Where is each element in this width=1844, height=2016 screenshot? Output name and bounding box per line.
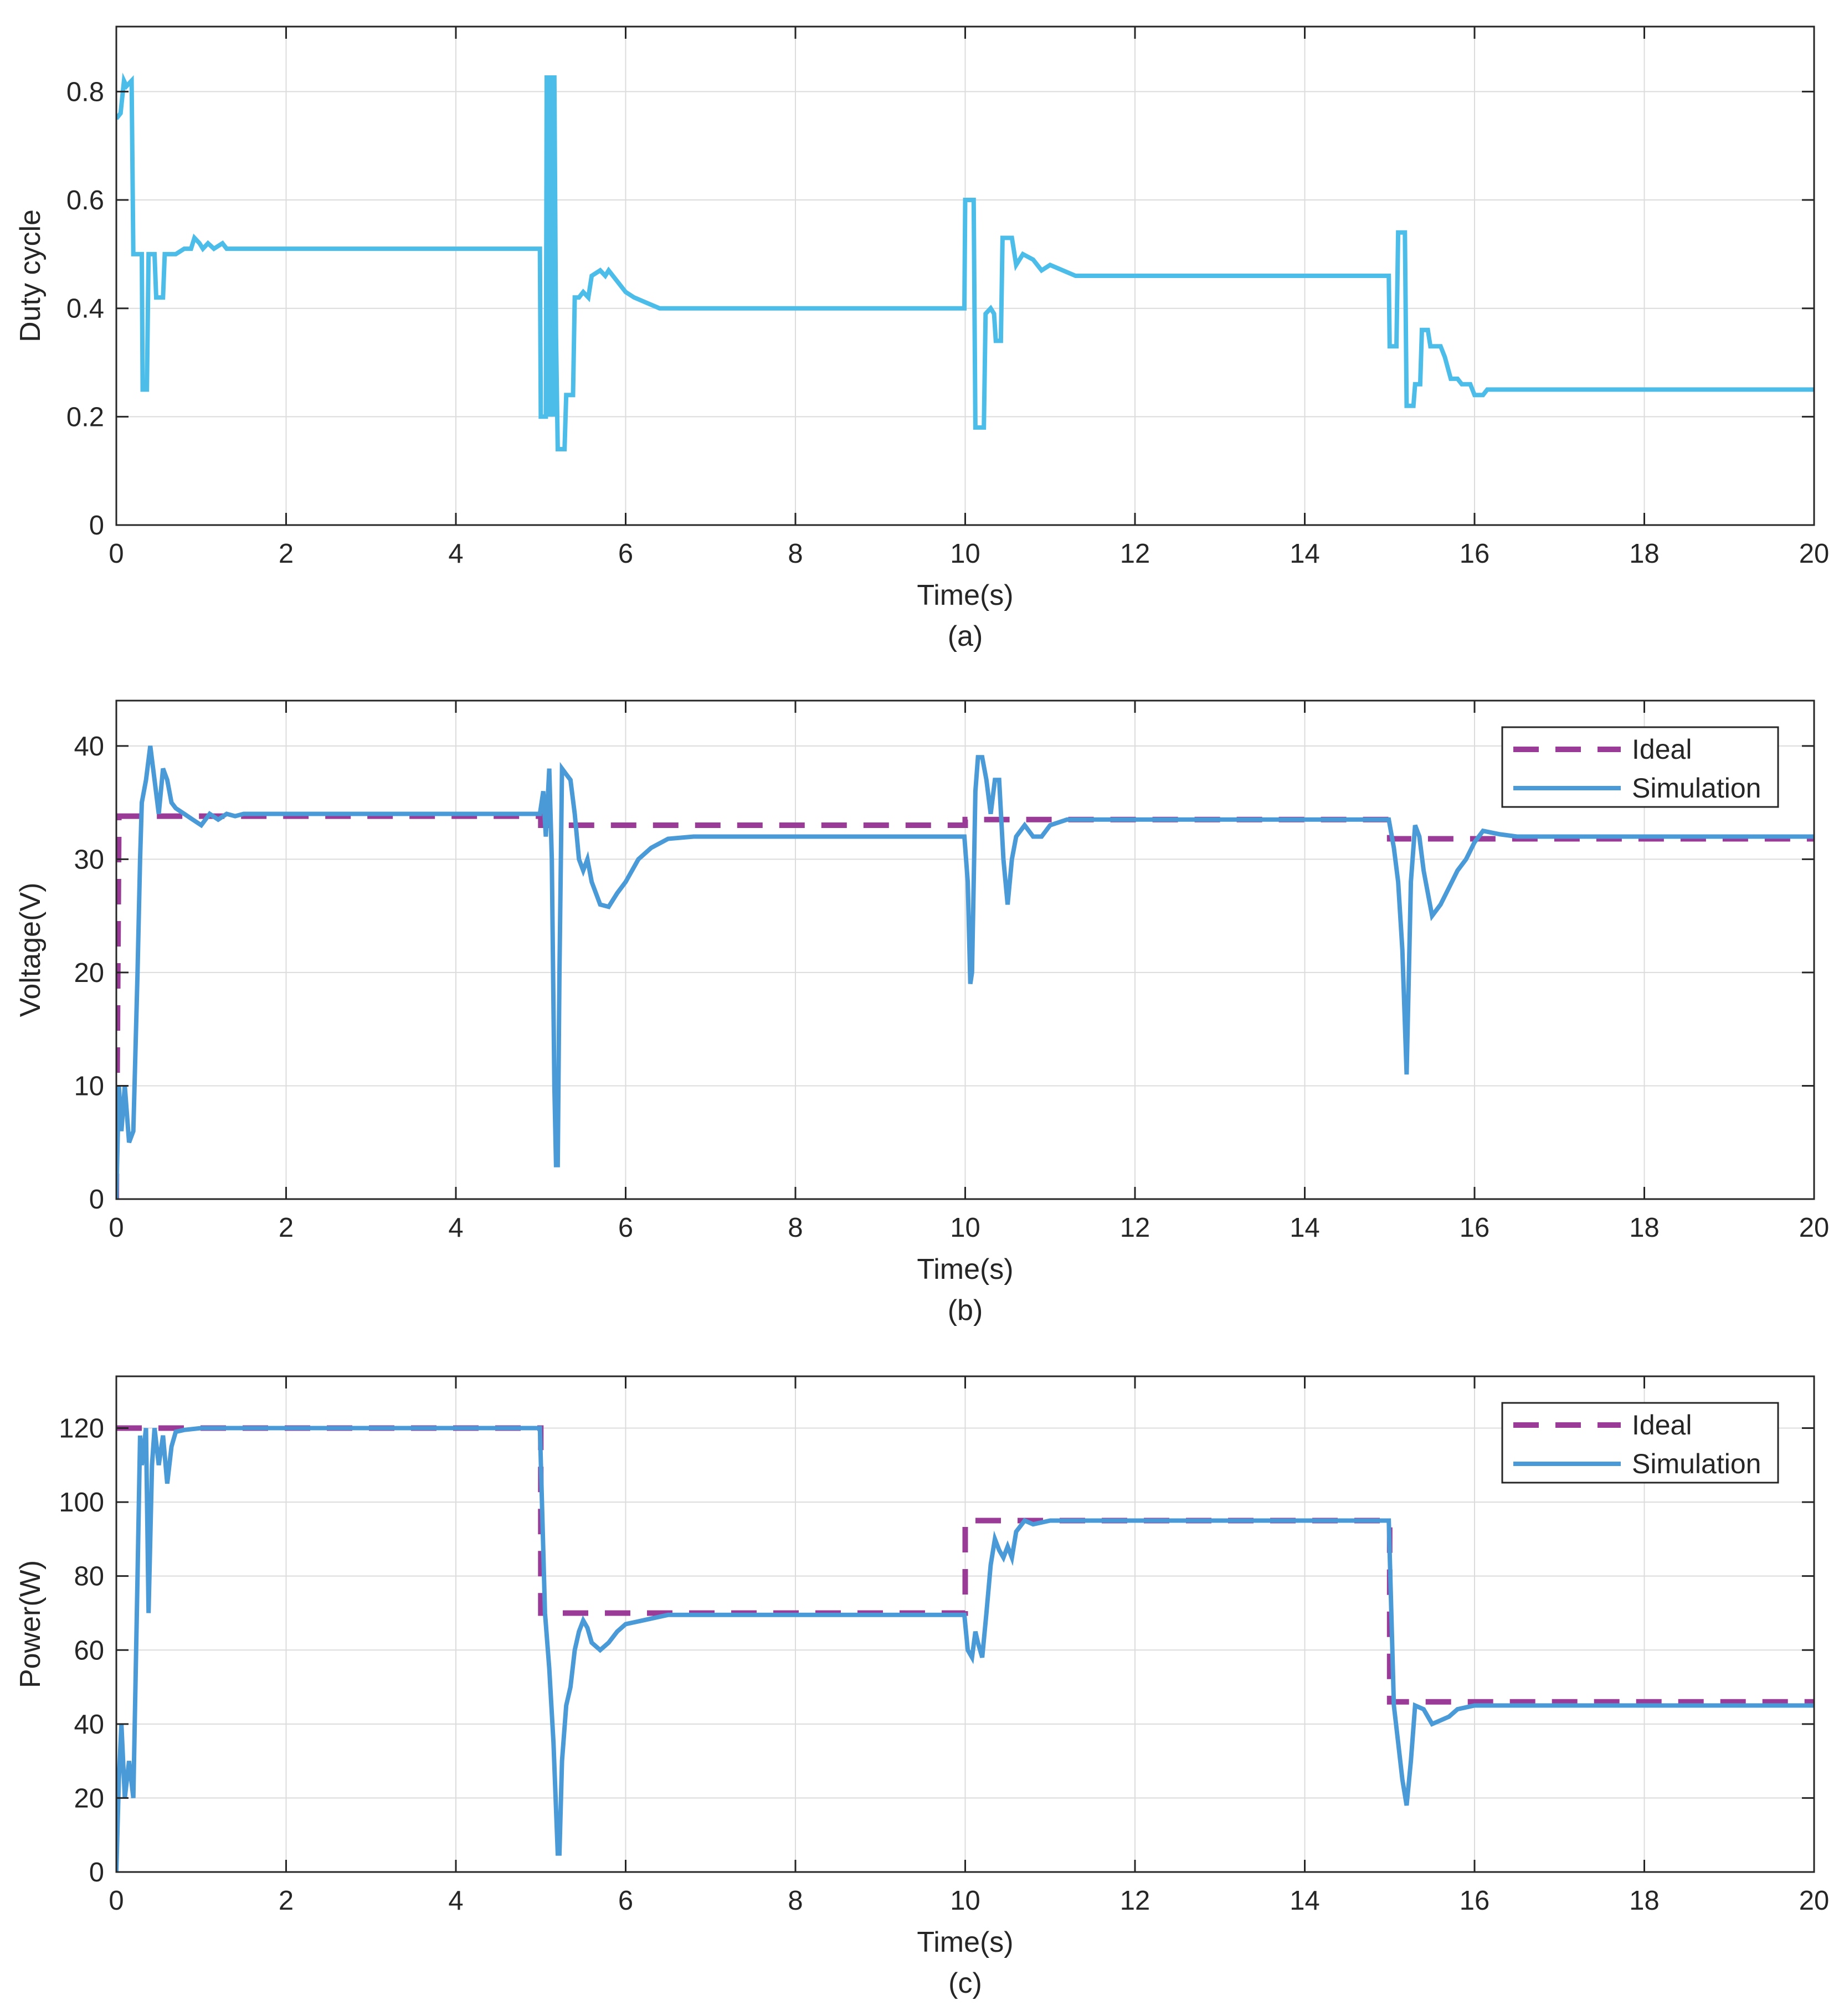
chart-panel-b: 0 2 4 6 8 10 12 14 16 18 20 0 10 20 30 40 Time(s) (b) Volt…	[14, 700, 1830, 1326]
x-tick-label: 10	[950, 539, 980, 569]
x-tick-label: 4	[448, 1213, 463, 1243]
legend-label-ideal: Ideal	[1632, 1410, 1692, 1441]
y-tick-label: 40	[74, 732, 104, 762]
x-tick-label: 16	[1460, 539, 1490, 569]
y-tick-label: 40	[74, 1710, 104, 1740]
x-tick-label: 8	[788, 1886, 803, 1916]
series-line-duty-cycle	[116, 73, 1814, 451]
y-tick-label: 60	[74, 1636, 104, 1665]
x-tick-label: 18	[1629, 1213, 1660, 1243]
x-tick-label: 14	[1290, 1886, 1320, 1916]
y-tick-label: 0	[89, 1185, 104, 1215]
x-tick-label: 8	[788, 1213, 803, 1243]
x-tick-label: 6	[618, 539, 633, 569]
y-axis-label: Duty cycle	[14, 209, 47, 342]
chart-panel-c: 0 2 4 6 8 10 12 14 16 18 20 0 20 40 60 80 100 120 Time(s) (…	[14, 1375, 1830, 1999]
x-tick-label: 12	[1120, 1213, 1150, 1243]
x-tick-label: 18	[1629, 539, 1660, 569]
y-tick-label: 0	[89, 1858, 104, 1888]
x-tick-label: 20	[1799, 1886, 1830, 1916]
y-tick-label: 20	[74, 958, 104, 988]
x-tick-label: 0	[109, 1213, 124, 1243]
y-tick-label: 0	[89, 511, 104, 541]
series-line-simulation	[116, 1426, 1814, 1872]
legend-label-simulation: Simulation	[1632, 1448, 1761, 1479]
x-axis-label: Time(s)	[917, 1926, 1013, 1958]
legend-label-simulation: Simulation	[1632, 773, 1761, 804]
x-tick-label: 4	[448, 539, 463, 569]
panel-caption: (a)	[948, 620, 983, 652]
legend-box	[1501, 726, 1779, 808]
y-axis-label: Power(W)	[14, 1560, 47, 1688]
x-tick-label: 8	[788, 539, 803, 569]
x-tick-label: 20	[1799, 539, 1830, 569]
legend: Ideal Simulation	[1501, 726, 1779, 808]
panel-caption: (c)	[948, 1967, 982, 1999]
series-line-simulation	[116, 745, 1814, 1199]
x-tick-label: 6	[618, 1886, 633, 1916]
x-tick-label: 18	[1629, 1886, 1660, 1916]
x-tick-label: 14	[1290, 1213, 1320, 1243]
y-tick-label: 100	[59, 1488, 104, 1518]
y-tick-label: 10	[74, 1071, 104, 1101]
x-tick-label: 12	[1120, 539, 1150, 569]
chart-panel-a: 0 2 4 6 8 10 12 14 16 18 20 0 0.2 0.4 0.6 0.8 Time(s) (a)…	[14, 25, 1830, 652]
x-tick-label: 2	[279, 539, 294, 569]
y-tick-label: 0.8	[66, 77, 104, 107]
x-tick-label: 10	[950, 1886, 980, 1916]
x-tick-label: 6	[618, 1213, 633, 1243]
x-tick-label: 12	[1120, 1886, 1150, 1916]
y-tick-label: 0.2	[66, 402, 104, 432]
panel-caption: (b)	[948, 1294, 983, 1326]
y-tick-label: 20	[74, 1783, 104, 1813]
x-axis-label: Time(s)	[917, 1253, 1013, 1285]
y-tick-label: 0.4	[66, 294, 104, 324]
x-tick-label: 0	[109, 539, 124, 569]
x-tick-label: 20	[1799, 1213, 1830, 1243]
y-tick-label: 0.6	[66, 186, 104, 215]
x-tick-label: 2	[279, 1213, 294, 1243]
x-tick-label: 4	[448, 1886, 463, 1916]
x-axis-label: Time(s)	[917, 579, 1013, 611]
legend-box	[1501, 1402, 1779, 1484]
series-line-ideal	[116, 813, 1814, 1199]
x-tick-label: 2	[279, 1886, 294, 1916]
y-tick-label: 30	[74, 845, 104, 875]
series-line-ideal	[116, 1425, 1814, 1705]
y-tick-label: 120	[59, 1414, 104, 1444]
x-tick-label: 0	[109, 1886, 124, 1916]
y-tick-label: 80	[74, 1562, 104, 1592]
x-tick-label: 14	[1290, 539, 1320, 569]
x-tick-label: 16	[1460, 1213, 1490, 1243]
legend-label-ideal: Ideal	[1632, 734, 1692, 765]
x-tick-label: 10	[950, 1213, 980, 1243]
y-axis-label: Voltage(V)	[14, 883, 47, 1017]
x-tick-label: 16	[1460, 1886, 1490, 1916]
legend: Ideal Simulation	[1501, 1402, 1779, 1484]
